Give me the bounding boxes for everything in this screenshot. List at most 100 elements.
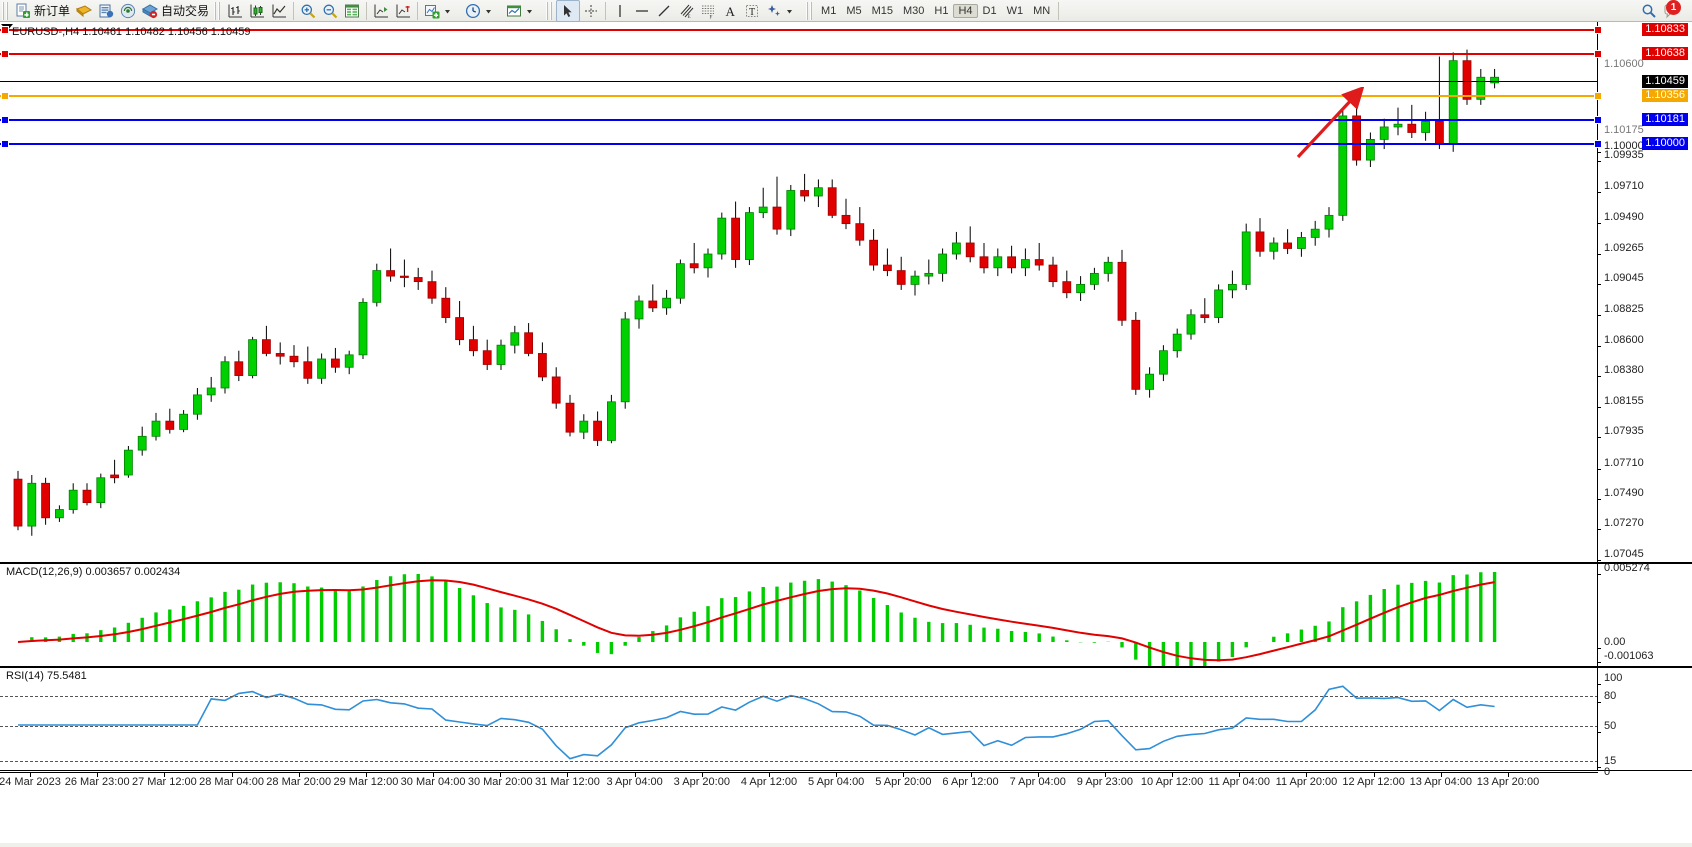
price-axis[interactable]: 1.10000 1.09935 1.09710 1.09490 1.09265 … (1597, 22, 1692, 562)
trendline-button[interactable] (653, 1, 675, 21)
chart-shift-button[interactable] (370, 1, 392, 21)
objects-button[interactable] (763, 1, 804, 21)
support-line-1-handle[interactable] (1, 116, 9, 124)
resistance-line-2-handle[interactable] (1, 50, 9, 58)
time-axis[interactable]: 24 Mar 2023 26 Mar 23:00 27 Mar 12:00 28 Ma… (0, 772, 1598, 794)
timeframe-m1[interactable]: M1 (821, 4, 837, 17)
rsi-label: RSI(14) 75.5481 (6, 670, 87, 682)
price-tick-label: 1.10000 (1604, 140, 1644, 153)
time-tick (970, 773, 972, 777)
time-axis-label: 10 Apr 12:00 (1140, 776, 1204, 788)
time-tick (634, 773, 636, 777)
text-label-button[interactable]: T (741, 1, 763, 21)
add-indicator-button[interactable] (421, 1, 462, 21)
trendline-icon (656, 3, 672, 19)
fibonacci-button[interactable]: F (697, 1, 719, 21)
resistance-line-2-label[interactable]: 1.10638 (1642, 47, 1688, 60)
auto-trading-button[interactable]: 自动交易 (139, 1, 212, 21)
timeframe-m30[interactable]: M30 (903, 4, 925, 17)
price-tick: 1.07935 (1598, 425, 1644, 443)
themes-button[interactable] (73, 1, 95, 21)
resistance-line-2-axis-handle[interactable] (1594, 50, 1602, 58)
rsi-axis[interactable]: 100 80 50 15 0 (1597, 668, 1692, 778)
price-tick: 1.09045 (1598, 272, 1644, 290)
macd-plot[interactable]: MACD(12,26,9) 0.003657 0.002434 (0, 564, 1598, 666)
main-toolbar: 新订单 (0, 0, 1692, 22)
timeframe-m5[interactable]: M5 (846, 4, 862, 17)
timeframe-w1[interactable]: W1 (1006, 4, 1024, 17)
stop-line[interactable] (0, 95, 1598, 97)
time-tick (836, 773, 838, 777)
data-window-button[interactable] (95, 1, 117, 21)
templates-button[interactable] (503, 1, 544, 21)
zoom-out-icon (322, 3, 338, 19)
zoom-in-button[interactable] (297, 1, 319, 21)
rsi-pane[interactable]: RSI(14) 75.5481 100 80 50 15 0 (0, 667, 1692, 778)
signals-button[interactable] (117, 1, 139, 21)
add-indicator-icon (424, 3, 440, 19)
cursor-button[interactable] (556, 0, 581, 22)
price-plot[interactable]: EURUSD-,H4 1.10461 1.10482 1.10456 1.104… (0, 22, 1598, 562)
macd-tick-top-label: 0.005274 (1604, 562, 1650, 574)
toolbar-grip-3[interactable] (546, 1, 555, 20)
timeframe-mn[interactable]: MN (1033, 4, 1051, 17)
resistance-line-1-label[interactable]: 1.10833 (1642, 23, 1688, 36)
support-line-1-axis-handle[interactable] (1594, 116, 1602, 124)
macd-pane[interactable]: MACD(12,26,9) 0.003657 0.002434 0.005274… (0, 562, 1692, 667)
search-button[interactable] (1638, 1, 1660, 21)
support-line-2-label[interactable]: 1.10000 (1642, 137, 1688, 150)
vertical-line-button[interactable] (609, 1, 631, 21)
toolbar-grip-4[interactable] (806, 1, 815, 20)
time-axis-label: 24 Mar 2023 (0, 776, 61, 788)
zoom-out-button[interactable] (319, 1, 341, 21)
chevron-down-icon[interactable] (443, 3, 459, 19)
support-line-2-handle[interactable] (1, 140, 9, 148)
resistance-line-1-axis-handle[interactable] (1594, 26, 1602, 34)
toolbar-grip[interactable] (2, 1, 10, 20)
grid-button[interactable] (341, 1, 363, 21)
support-line-1[interactable] (0, 119, 1598, 121)
auto-scroll-button[interactable] (392, 1, 414, 21)
stop-line-label[interactable]: 1.10356 (1642, 89, 1688, 102)
candlestick-chart-button[interactable] (246, 1, 268, 21)
text-button[interactable]: A (719, 1, 741, 21)
bar-chart-icon (227, 3, 243, 19)
time-axis-label: 13 Apr 20:00 (1476, 776, 1540, 788)
notifications-button[interactable]: 1 (1660, 0, 1682, 21)
stop-line-handle[interactable] (1, 92, 9, 100)
rsi-level-80 (0, 696, 1598, 697)
timeframe-m15[interactable]: M15 (871, 4, 893, 17)
period-button[interactable] (462, 1, 503, 21)
time-axis-label: 12 Apr 12:00 (1342, 776, 1405, 788)
price-tick-label: 1.09490 (1604, 210, 1644, 223)
support-line-2[interactable] (0, 143, 1598, 145)
timeframe-h4[interactable]: H4 (953, 3, 978, 18)
bar-chart-button[interactable] (224, 1, 246, 21)
equidistant-channel-button[interactable]: E (675, 1, 697, 21)
window-bottom-bar (0, 843, 1692, 847)
new-order-button[interactable]: 新订单 (12, 1, 73, 21)
chevron-down-icon[interactable] (525, 3, 541, 19)
price-pane[interactable]: EURUSD-,H4 1.10461 1.10482 1.10456 1.104… (0, 22, 1692, 563)
chart-workspace[interactable]: EURUSD-,H4 1.10461 1.10482 1.10456 1.104… (0, 22, 1692, 847)
line-chart-button[interactable] (268, 1, 290, 21)
macd-axis[interactable]: 0.005274 0.00 -0.001063 (1597, 562, 1692, 666)
bullish-arrow[interactable] (1290, 87, 1400, 162)
crosshair-button[interactable] (580, 1, 602, 21)
new-order-label: 新订单 (34, 4, 71, 18)
support-line-2-axis-handle[interactable] (1594, 140, 1602, 148)
resistance-line-1-handle[interactable] (1, 26, 9, 34)
timeframe-h1[interactable]: H1 (934, 4, 949, 17)
chevron-down-icon[interactable] (484, 3, 500, 19)
horizontal-line-button[interactable] (631, 1, 653, 21)
toolbar-grip-2[interactable] (214, 1, 223, 20)
rsi-plot[interactable]: RSI(14) 75.5481 (0, 668, 1598, 770)
data-window-icon (98, 3, 114, 19)
chevron-down-icon[interactable] (785, 3, 801, 19)
resistance-line-2[interactable] (0, 53, 1598, 55)
resistance-line-1[interactable] (0, 29, 1598, 31)
support-line-1-label[interactable]: 1.10181 (1642, 113, 1688, 126)
stop-line-axis-handle[interactable] (1594, 92, 1602, 100)
timeframe-d1[interactable]: D1 (982, 4, 997, 17)
time-tick (365, 773, 367, 777)
